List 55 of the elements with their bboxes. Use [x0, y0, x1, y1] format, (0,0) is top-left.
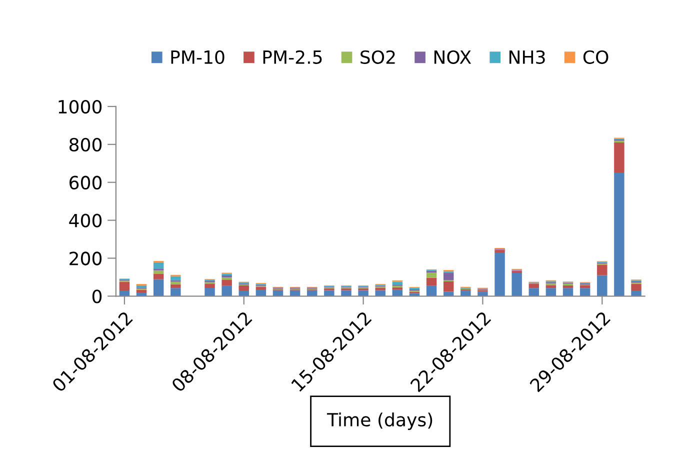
bar	[238, 286, 249, 290]
legend-label: SO2	[360, 50, 395, 64]
bar	[256, 286, 266, 290]
bar	[136, 290, 147, 293]
bar	[580, 288, 590, 296]
bar	[375, 288, 386, 290]
y-tick-label: 0	[92, 290, 102, 304]
bar	[153, 274, 164, 280]
bar	[426, 278, 437, 286]
bar	[597, 265, 608, 276]
legend-label: NH3	[510, 50, 545, 64]
x-axis-title: Time (days)	[326, 412, 432, 430]
y-tick-label: 400	[69, 214, 102, 228]
legend-label: PM-10	[171, 50, 224, 64]
bar	[562, 288, 574, 296]
bar	[392, 287, 403, 290]
bar	[392, 282, 403, 285]
bar	[631, 290, 642, 296]
bar	[204, 284, 215, 288]
bar	[222, 277, 232, 280]
bar	[170, 288, 181, 296]
bar	[426, 272, 437, 278]
bar	[528, 288, 540, 296]
bar	[170, 276, 181, 280]
bar	[494, 250, 505, 253]
bar	[614, 142, 624, 172]
bar	[546, 285, 556, 288]
bar	[170, 282, 181, 284]
bar	[546, 288, 556, 296]
bar	[614, 172, 624, 296]
legend-label: NOX	[434, 50, 472, 64]
bar	[562, 286, 574, 288]
bar	[512, 273, 522, 296]
bar	[222, 286, 232, 296]
legend-label: CO	[583, 50, 608, 64]
bar	[443, 282, 454, 292]
bar	[204, 288, 215, 296]
bar	[443, 272, 454, 280]
bar	[597, 275, 608, 296]
bar	[528, 284, 540, 288]
legend-label: PM-2.5	[263, 50, 322, 64]
bar	[580, 285, 590, 288]
bar	[153, 262, 164, 270]
bar	[119, 282, 130, 290]
bar	[222, 280, 232, 286]
y-tick-label: 1000	[58, 100, 102, 114]
bar	[631, 284, 642, 290]
y-tick-label: 200	[70, 252, 102, 266]
bar	[153, 279, 164, 296]
y-tick-label: 600	[70, 176, 102, 190]
bar	[426, 286, 437, 296]
y-tick-label: 800	[70, 138, 102, 152]
bar	[170, 284, 181, 288]
bar	[494, 252, 505, 296]
bar	[153, 270, 164, 274]
